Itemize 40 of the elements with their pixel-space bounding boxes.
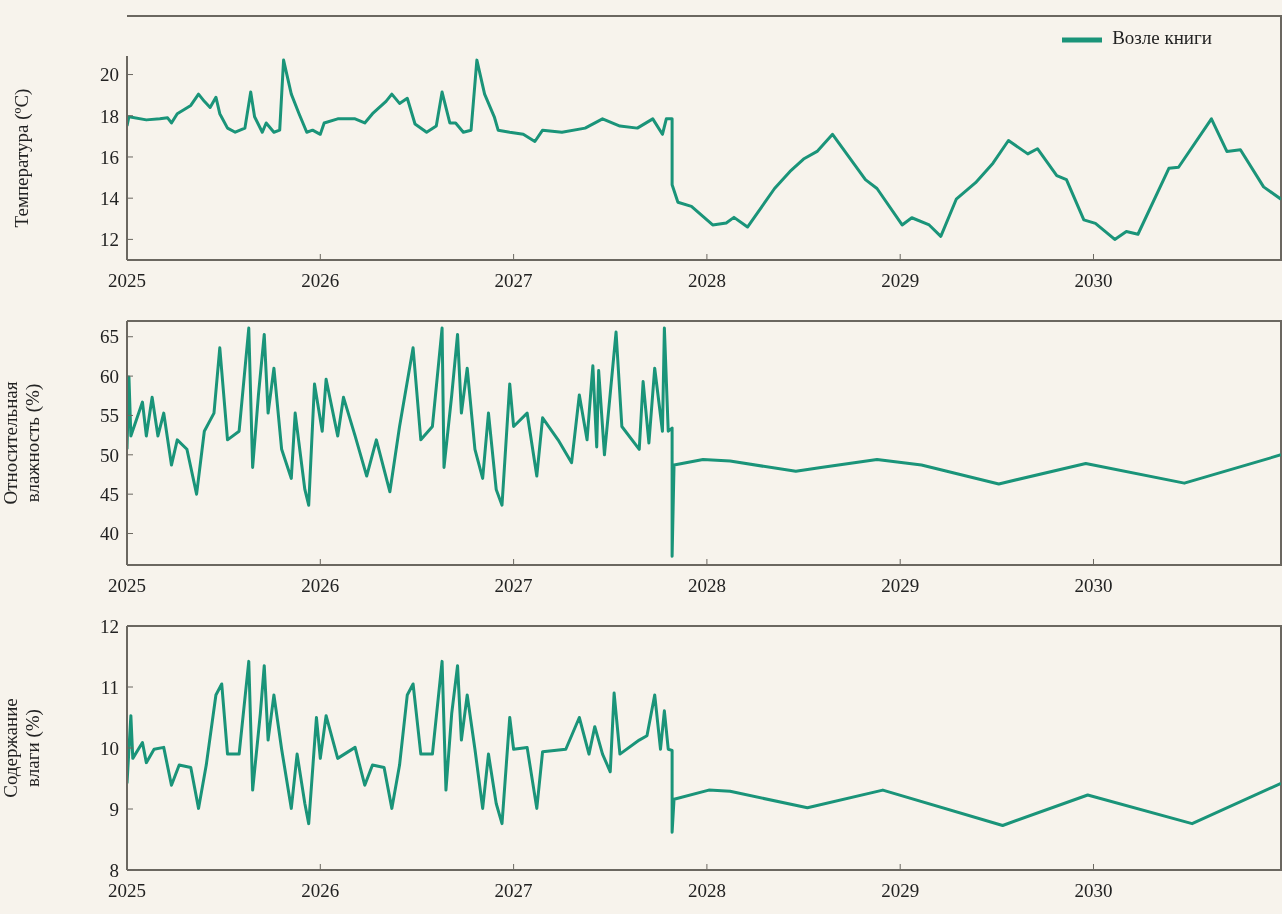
y-axis-title: Содержание влаги (%) [0,698,44,798]
y-axis-title: Относительная влажность (%) [0,381,44,505]
x-tick-label: 2029 [881,270,920,292]
y-tick-label: 18 [100,105,119,127]
y-tick-label: 10 [100,737,119,759]
y-tick-label: 40 [100,523,119,545]
x-tick-label: 2029 [881,575,920,597]
y-tick-label: 11 [100,676,119,698]
x-tick-label: 2025 [108,575,146,597]
y-tick-label: 20 [100,64,119,86]
x-tick-label: 2027 [494,880,533,902]
x-tick-label: 2028 [687,575,726,597]
x-tick-label: 2028 [687,880,726,902]
y-tick-label: 50 [100,444,119,466]
y-tick-label: 8 [109,859,119,881]
y-tick-label: 45 [100,483,119,505]
x-tick-label: 2025 [108,270,146,292]
y-tick-label: 16 [100,146,119,168]
x-tick-label: 2026 [301,880,340,902]
y-tick-label: 60 [100,365,119,387]
x-tick-label: 2025 [108,880,146,902]
x-tick-label: 2029 [881,880,920,902]
x-tick-label: 2026 [301,270,340,292]
x-tick-label: 2027 [494,575,533,597]
line-series [127,58,1281,241]
y-tick-label: 9 [109,798,119,820]
line-series [127,659,1281,834]
x-tick-label: 2030 [1074,880,1113,902]
x-tick-label: 2028 [687,270,726,292]
y-tick-label: 55 [100,405,119,427]
legend-label: Возле книги [1112,27,1212,49]
x-tick-label: 2026 [301,575,340,597]
y-tick-label: 12 [100,615,119,637]
y-tick-label: 65 [100,326,119,348]
y-tick-label: 12 [100,229,119,251]
x-tick-label: 2030 [1074,270,1113,292]
y-axis-title: Температура (ºC) [11,88,33,228]
x-tick-label: 2027 [494,270,533,292]
y-tick-label: 14 [100,187,120,209]
x-tick-label: 2030 [1074,575,1113,597]
